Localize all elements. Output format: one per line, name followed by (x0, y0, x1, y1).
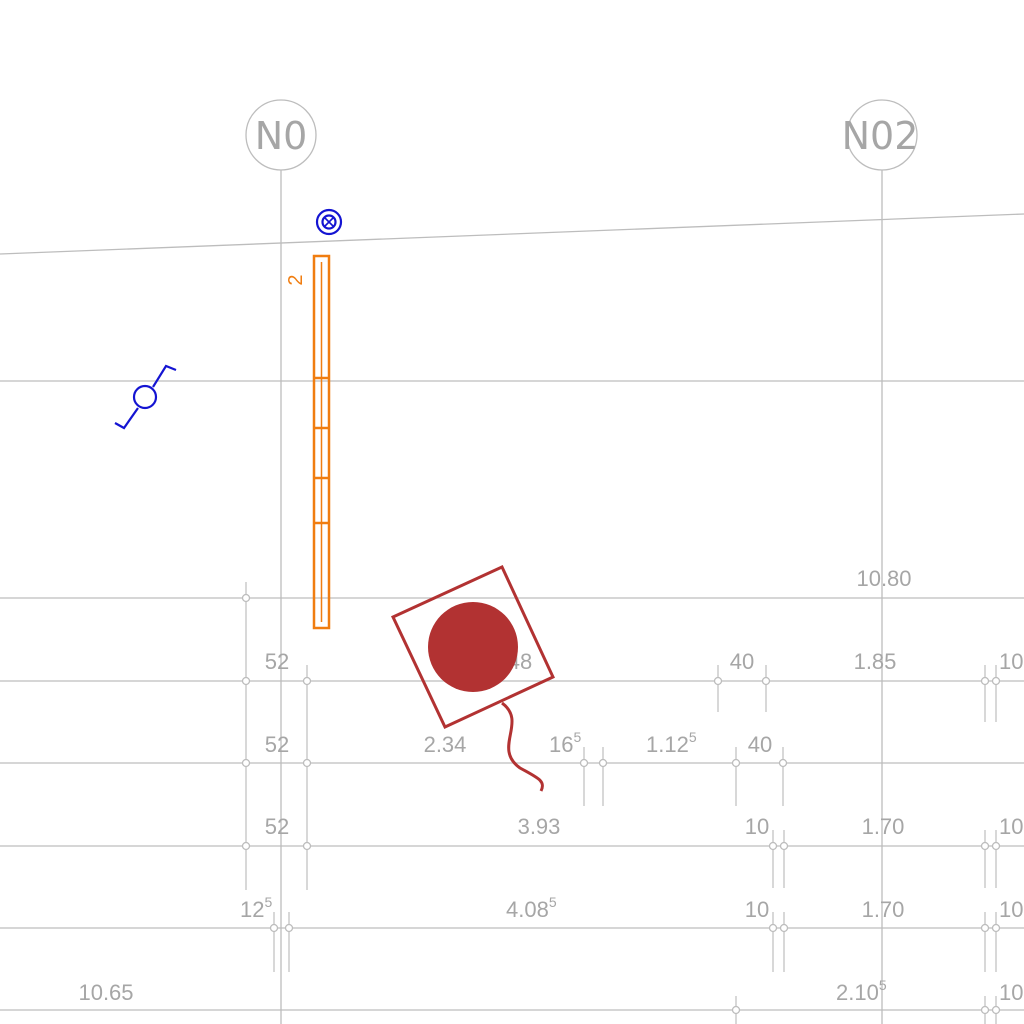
dim-label-with-sup: 4.085 (506, 894, 557, 922)
dim-superscript: 5 (573, 729, 581, 745)
dimension-ticks (241, 582, 1001, 1024)
axis-left: N0 (245, 99, 317, 1024)
dim-label: 2.34 (424, 732, 467, 757)
dim-label-with-sup: 125 (240, 894, 272, 922)
dim-label: 1.70 (862, 897, 905, 922)
dim-label-with-sup: 1.125 (646, 729, 697, 757)
dim-label: 10 (745, 814, 769, 839)
dim-label: 10.65 (78, 980, 133, 1005)
axis-left-label: N0 (255, 114, 308, 158)
dim-superscript: 5 (689, 729, 697, 745)
dim-label: 10 (999, 649, 1023, 674)
dim-value: 2.10 (836, 980, 879, 1005)
sloped-reference-line (0, 213, 1024, 255)
dim-superscript: 5 (264, 894, 272, 910)
dim-value: 4.08 (506, 897, 549, 922)
dim-label: 10 (745, 897, 769, 922)
orange-vertical-element[interactable] (312, 254, 331, 630)
dim-label: 52 (265, 649, 289, 674)
dim-value: 12 (240, 897, 264, 922)
circled-x-icon[interactable] (315, 208, 343, 236)
dim-value: 1.12 (646, 732, 689, 757)
axis-right-label: N02 (842, 114, 919, 158)
dim-superscript: 5 (549, 894, 557, 910)
dim-label: 40 (748, 732, 772, 757)
dim-label: 52 (265, 814, 289, 839)
filled-circle-in-square-icon[interactable] (390, 565, 555, 792)
dim-label-with-sup: 2.105 (836, 977, 887, 1005)
element-tag-label: 2 (285, 274, 307, 285)
dim-label: 10 (999, 814, 1023, 839)
dim-label: 10 (999, 980, 1023, 1005)
dim-label: 52 (265, 732, 289, 757)
dim-label: 1.85 (854, 649, 897, 674)
dim-superscript: 5 (879, 977, 887, 993)
dim-label: 10 (999, 897, 1023, 922)
dim-label: 1.70 (862, 814, 905, 839)
dim-label-with-sup: 165 (549, 729, 581, 757)
axis-right: N02 (842, 99, 919, 1024)
dimension-labels: 10.80 52 48 40 1.85 10 52 2.34 165 1.125… (78, 566, 1023, 1005)
dim-label: 3.93 (518, 814, 561, 839)
dim-value: 16 (549, 732, 573, 757)
dim-label: 40 (730, 649, 754, 674)
valve-icon[interactable] (114, 364, 177, 430)
dim-label: 10.80 (856, 566, 911, 591)
